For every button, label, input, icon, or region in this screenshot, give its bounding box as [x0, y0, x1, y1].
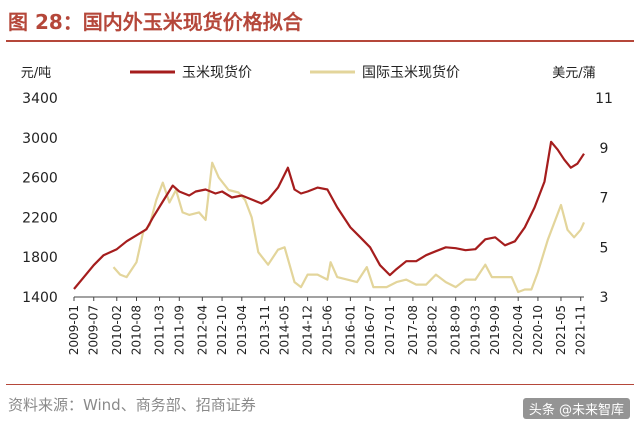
- y-left-tick-label: 3400: [22, 91, 58, 107]
- x-tick-label: 2012-10: [215, 305, 229, 355]
- x-tick-label: 2021-11: [574, 305, 588, 355]
- legend-label-international: 国际玉米现货价: [362, 64, 460, 81]
- x-tick-label: 2015-06: [320, 305, 334, 355]
- x-tick-label: 2016-01: [343, 305, 357, 355]
- x-tick-label: 2018-02: [426, 305, 440, 355]
- y-right-tick-label: 11: [595, 91, 613, 107]
- title-divider: [6, 40, 634, 42]
- y-right-tick-label: 9: [600, 141, 609, 157]
- series-line-domestic: [73, 140, 585, 290]
- x-tick-label: 2017-01: [383, 305, 397, 355]
- watermark: 头条 @未来智库: [522, 398, 630, 419]
- x-tick-label: 2019-09: [488, 305, 502, 355]
- legend: 玉米现货价 国际玉米现货价: [130, 64, 460, 81]
- right-axis-unit: 美元/蒲: [552, 66, 595, 81]
- x-tick-label: 2013-04: [235, 305, 249, 355]
- y-left-tick-label: 2600: [22, 171, 58, 187]
- x-tick-label: 2017-08: [406, 305, 420, 355]
- page-title: 图 28：国内外玉米现货价格拟合: [8, 10, 303, 34]
- y-left-tick-label: 2200: [22, 210, 58, 226]
- y-left-tick-label: 1400: [22, 290, 58, 306]
- x-tick-label: 2018-09: [449, 305, 463, 355]
- y-right-tick-label: 7: [600, 191, 609, 207]
- x-tick-label: 2016-07: [363, 305, 377, 355]
- y-left-tick-label: 1800: [22, 250, 58, 266]
- x-tick-label: 2011-09: [172, 305, 186, 355]
- x-tick-label: 2013-11: [258, 305, 272, 355]
- x-tick-label: 2011-03: [153, 305, 167, 355]
- price-chart: 元/吨 美元/蒲 玉米现货价 国际玉米现货价 1400 1800 2200 2600 3…: [21, 64, 613, 355]
- x-tick-label: 2014-12: [301, 305, 315, 355]
- left-axis-unit: 元/吨: [21, 66, 51, 81]
- footer-divider: [6, 384, 634, 385]
- x-tick-label: 2010-02: [110, 305, 124, 355]
- x-tick-label: 2021-05: [554, 305, 568, 355]
- source-note: 资料来源：Wind、商务部、招商证券: [8, 396, 256, 414]
- x-tick-label: 2009-01: [67, 305, 81, 355]
- x-tick-label: 2019-03: [468, 305, 482, 355]
- series-line-international: [112, 161, 586, 294]
- y-left-tick-label: 3000: [22, 131, 58, 147]
- x-tick-label: 2010-08: [130, 305, 144, 355]
- x-tick-label: 2014-05: [278, 305, 292, 355]
- x-tick-label: 2020-10: [531, 305, 545, 355]
- x-tick-label: 2012-04: [195, 305, 209, 355]
- x-tick-label: 2020-04: [511, 305, 525, 355]
- x-tick-label: 2009-07: [87, 305, 101, 355]
- legend-label-domestic: 玉米现货价: [182, 64, 252, 81]
- y-right-tick-label: 5: [600, 240, 609, 256]
- y-right-tick-label: 3: [600, 290, 609, 306]
